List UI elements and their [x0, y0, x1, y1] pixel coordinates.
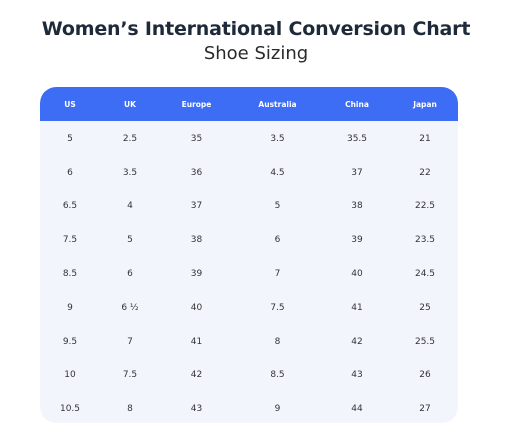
- cell-australia: 9: [274, 404, 281, 415]
- page-subtitle: Shoe Sizing: [203, 43, 309, 64]
- column-header-australia: Australia: [258, 99, 297, 109]
- cell-uk: 6: [127, 269, 133, 280]
- cell-australia: 6: [274, 235, 281, 246]
- cell-us: 6: [67, 167, 73, 178]
- cell-europe: 36: [190, 167, 203, 178]
- cell-japan: 25: [419, 302, 431, 313]
- column-header-us: US: [64, 99, 76, 109]
- cell-china: 35.5: [346, 133, 368, 144]
- size-conversion-table: US UK Europe Australia China Japan 5 2.5…: [40, 87, 458, 423]
- cell-japan: 22.5: [414, 201, 436, 212]
- cell-japan: 25.5: [414, 336, 436, 347]
- cell-australia: 5: [274, 201, 281, 212]
- cell-europe: 37: [190, 201, 203, 212]
- cell-us: 9.5: [62, 336, 78, 347]
- cell-china: 41: [351, 302, 363, 313]
- cell-uk: 7: [127, 336, 133, 347]
- cell-china: 39: [351, 235, 363, 246]
- cell-europe: 38: [190, 235, 203, 246]
- column-header-japan: Japan: [413, 99, 437, 109]
- cell-australia: 8.5: [270, 370, 285, 381]
- cell-us: 7.5: [62, 235, 78, 246]
- cell-us: 6.5: [62, 201, 78, 212]
- cell-uk: 6 ½: [121, 302, 139, 313]
- cell-japan: 22: [419, 167, 431, 178]
- cell-uk: 3.5: [122, 167, 138, 178]
- cell-uk: 7.5: [122, 370, 138, 381]
- table-row: 9.5 7 41 8 42 25.5: [40, 325, 458, 359]
- cell-china: 40: [351, 269, 363, 280]
- column-header-europe: Europe: [181, 99, 212, 109]
- cell-us: 10.5: [59, 404, 81, 415]
- column-header-uk: UK: [124, 99, 136, 109]
- cell-australia: 4.5: [270, 167, 285, 178]
- cell-china: 44: [351, 404, 363, 415]
- cell-china: 37: [351, 167, 363, 178]
- cell-australia: 8: [274, 336, 281, 347]
- cell-europe: 39: [190, 269, 203, 280]
- column-header-china: China: [345, 99, 369, 109]
- cell-japan: 26: [419, 370, 431, 381]
- table-row: 6 3.5 36 4.5 37 22: [40, 156, 458, 190]
- table-row: 8.5 6 39 7 40 24.5: [40, 257, 458, 291]
- table-header-row: US UK Europe Australia China Japan: [40, 87, 458, 121]
- cell-japan: 27: [419, 404, 431, 415]
- table-row: 10 7.5 42 8.5 43 26: [40, 359, 458, 393]
- cell-europe: 40: [190, 302, 203, 313]
- table-row: 5 2.5 35 3.5 35.5 21: [40, 122, 458, 156]
- cell-europe: 41: [190, 336, 203, 347]
- cell-europe: 43: [190, 404, 203, 415]
- table-row: 7.5 5 38 6 39 23.5: [40, 223, 458, 257]
- page-title: Women’s International Conversion Chart: [41, 18, 471, 40]
- table-row: 6.5 4 37 5 38 22.5: [40, 190, 458, 224]
- cell-china: 43: [351, 370, 363, 381]
- cell-us: 10: [64, 370, 76, 381]
- cell-europe: 42: [190, 370, 203, 381]
- cell-australia: 7.5: [270, 302, 285, 313]
- cell-australia: 3.5: [270, 133, 285, 144]
- cell-us: 9: [67, 302, 73, 313]
- cell-japan: 21: [419, 133, 431, 144]
- table-body: 5 2.5 35 3.5 35.5 21 6 3.5 36 4.5 37 22 …: [40, 121, 458, 423]
- cell-uk: 4: [127, 201, 133, 212]
- cell-australia: 7: [274, 269, 281, 280]
- cell-china: 42: [351, 336, 363, 347]
- table-row: 9 6 ½ 40 7.5 41 25: [40, 291, 458, 325]
- cell-us: 8.5: [62, 269, 78, 280]
- cell-japan: 23.5: [414, 235, 436, 246]
- cell-us: 5: [67, 133, 73, 144]
- cell-china: 38: [351, 201, 363, 212]
- cell-japan: 24.5: [414, 269, 436, 280]
- cell-uk: 8: [127, 404, 133, 415]
- cell-uk: 2.5: [122, 133, 138, 144]
- table-row: 10.5 8 43 9 44 27: [40, 392, 458, 423]
- cell-europe: 35: [190, 133, 203, 144]
- cell-uk: 5: [127, 235, 133, 246]
